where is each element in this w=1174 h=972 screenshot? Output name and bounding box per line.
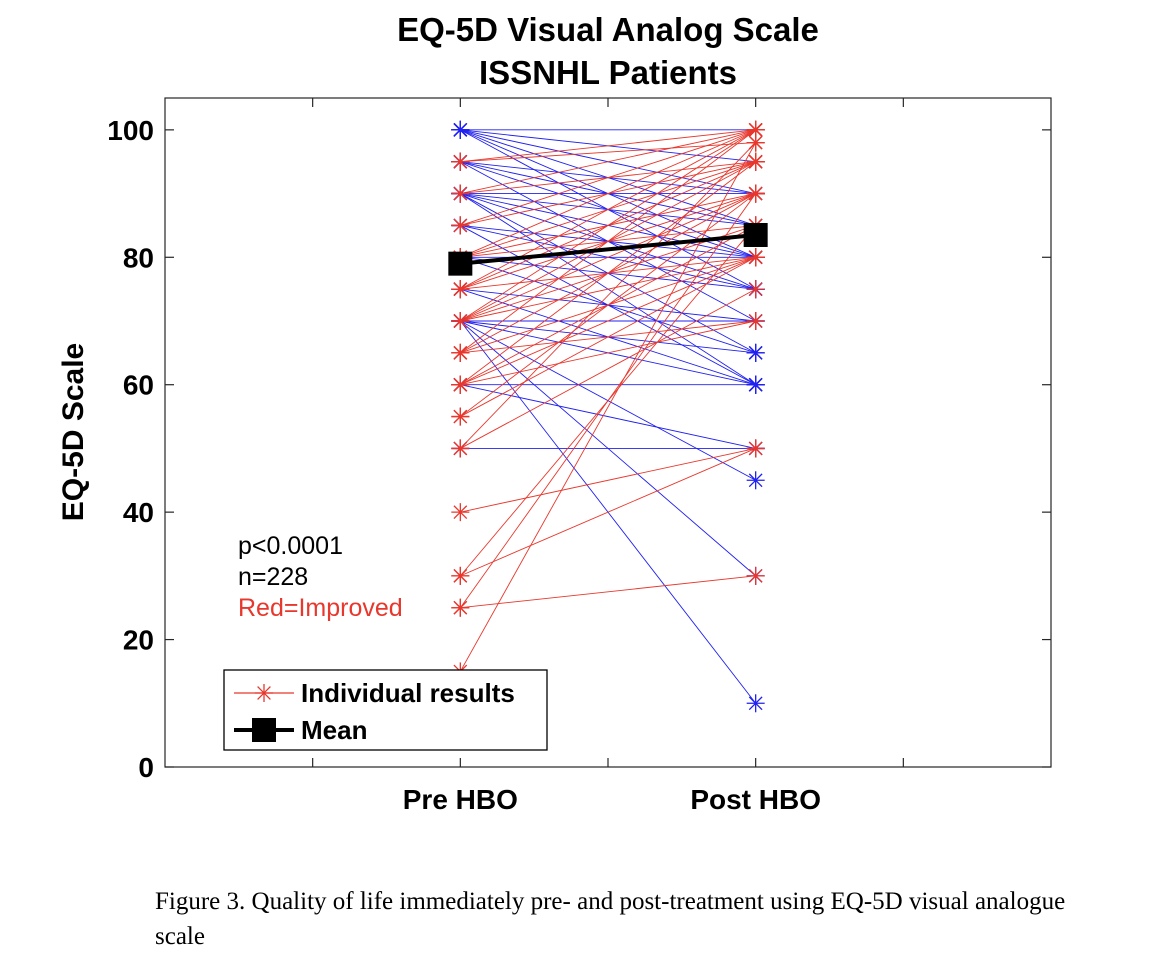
- individual-line: [460, 129, 756, 258]
- pre-marker: [451, 503, 470, 522]
- individual-line: [460, 129, 756, 322]
- pre-marker: [451, 216, 470, 235]
- legend-mean-symbol: [234, 718, 294, 742]
- individual-line: [460, 320, 756, 386]
- post-marker: [746, 471, 765, 490]
- individual-line: [459, 142, 757, 672]
- post-marker: [746, 312, 765, 330]
- chart-subtitle: ISSNHL Patients: [479, 54, 737, 91]
- y-tick-label: 80: [123, 242, 154, 273]
- post-marker: [746, 439, 765, 458]
- pre-marker: [451, 598, 470, 617]
- individual-line: [460, 193, 756, 417]
- color-key-annotation: Red=Improved: [238, 594, 403, 622]
- individual-line: [460, 384, 756, 449]
- pre-marker: [451, 566, 470, 585]
- legend-individual-marker: [255, 684, 273, 702]
- tick-labels: 0 20 40 60 80 100 Pre HBO Post HBO: [107, 115, 821, 815]
- pre-marker: [451, 439, 470, 458]
- individual-line: [460, 142, 756, 449]
- mean-line: [460, 232, 756, 266]
- individual-line: [460, 129, 756, 163]
- post-marker: [746, 133, 765, 152]
- figure-caption: Figure 3. Quality of life immediately pr…: [155, 888, 1066, 950]
- stats-annotation: p<0.0001 n=228 Red=Improved: [238, 532, 403, 622]
- individual-line: [460, 129, 756, 354]
- individual-line: [460, 288, 756, 449]
- eq5d-chart: EQ-5D Visual Analog Scale ISSNHL Patient…: [57, 11, 1052, 815]
- axes: [164, 97, 1052, 768]
- individual-line: [460, 129, 756, 290]
- sample-size-annotation: n=228: [238, 563, 308, 591]
- pre-marker: [451, 280, 470, 299]
- pre-marker: [451, 152, 470, 171]
- x-tick-label: Post HBO: [690, 784, 821, 815]
- post-marker: [746, 343, 765, 362]
- y-tick-label: 20: [123, 625, 154, 656]
- post-marker: [746, 152, 765, 171]
- legend: Individual results Mean: [223, 669, 548, 751]
- individual-lines: [459, 129, 757, 704]
- mean-marker-pre: [448, 251, 473, 276]
- pre-marker: [451, 312, 470, 330]
- individual-line: [460, 129, 756, 195]
- legend-individual-label: Individual results: [301, 678, 515, 708]
- individual-line: [460, 447, 756, 513]
- y-tick-label: 40: [123, 497, 154, 528]
- pre-marker: [451, 407, 470, 426]
- mean-marker-post: [743, 222, 768, 247]
- individual-line: [460, 256, 756, 322]
- pre-marker: [451, 343, 470, 362]
- legend-mean-marker: [252, 718, 276, 742]
- individual-line: [460, 256, 756, 417]
- y-tick-label: 0: [138, 752, 154, 783]
- mean-series: [448, 222, 768, 276]
- plot-frame: [164, 97, 1052, 768]
- post-marker: [746, 694, 765, 713]
- individual-line: [459, 193, 757, 608]
- legend-mean-label: Mean: [301, 715, 367, 745]
- legend-box: [223, 669, 548, 751]
- x-tick-label: Pre HBO: [403, 784, 518, 815]
- post-marker: [746, 184, 765, 203]
- y-tick-label: 100: [107, 115, 154, 146]
- legend-individual-symbol: [234, 684, 294, 702]
- individual-line: [460, 256, 756, 386]
- individual-line: [460, 129, 756, 226]
- p-value-annotation: p<0.0001: [238, 532, 343, 560]
- pre-marker: [451, 375, 470, 394]
- post-marker: [746, 280, 765, 299]
- individual-line: [460, 448, 756, 577]
- post-marker: [746, 566, 765, 585]
- y-tick-label: 60: [123, 370, 154, 401]
- post-marker: [746, 375, 765, 394]
- pre-marker: [451, 184, 470, 203]
- individual-line: [460, 161, 756, 386]
- individual-line: [460, 575, 756, 609]
- post-marker: [746, 248, 765, 267]
- chart-title: EQ-5D Visual Analog Scale: [397, 11, 819, 48]
- individual-line: [460, 193, 756, 322]
- y-axis-label: EQ-5D Scale: [57, 343, 90, 521]
- pre-marker: [451, 120, 470, 139]
